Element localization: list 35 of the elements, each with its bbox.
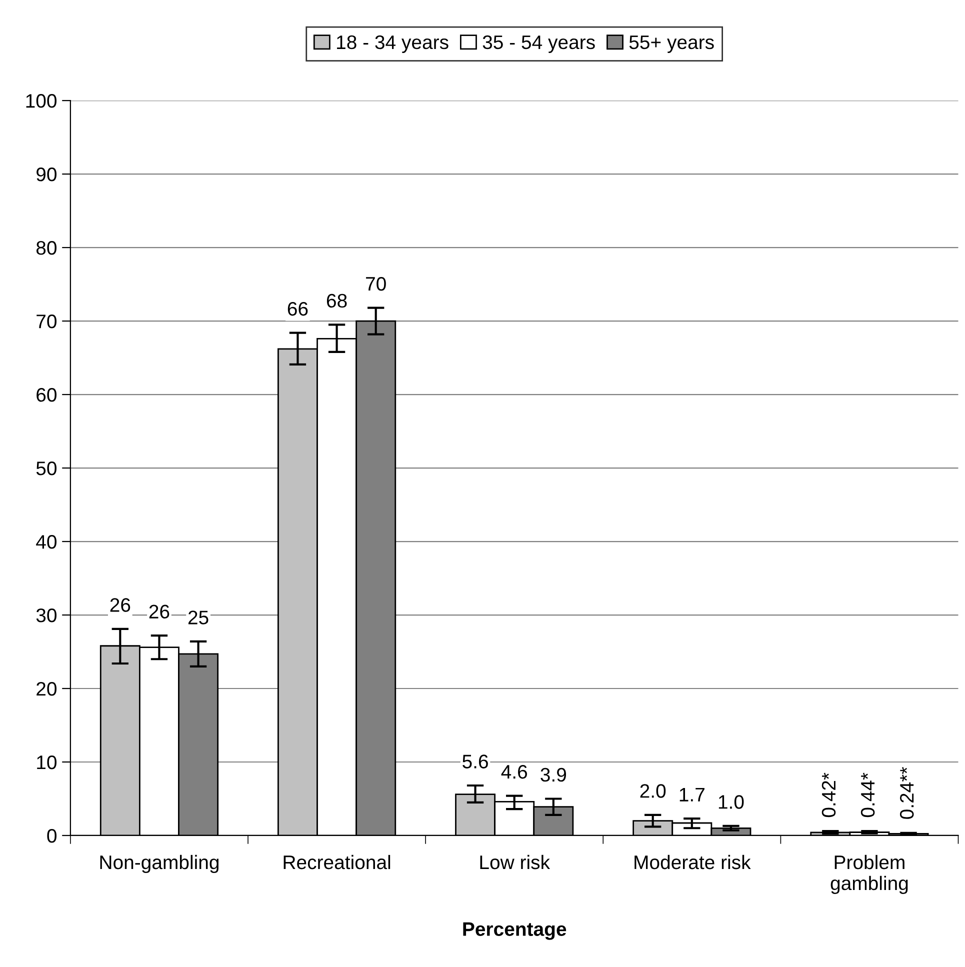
y-tick-label: 100	[26, 94, 56, 108]
data-label: 25	[188, 610, 208, 624]
x-tick-label: Problem gambling	[830, 854, 908, 894]
data-label: 3.9	[540, 768, 566, 782]
y-tick-label: 10	[37, 755, 56, 770]
data-label: 0.44*	[860, 772, 875, 818]
data-label: 66	[288, 302, 308, 316]
data-label: 0.42*	[822, 772, 836, 818]
data-label: 2.0	[640, 784, 666, 798]
data-label: 1.7	[680, 788, 704, 802]
y-tick-label: 90	[36, 168, 56, 182]
data-label: 4.6	[501, 764, 528, 779]
x-tick-label: Low risk	[480, 854, 550, 870]
y-tick-label: 30	[36, 608, 56, 622]
legend-label: 55+ years	[629, 36, 714, 53]
x-tick-label: Moderate risk	[634, 854, 751, 870]
data-label: 5.6	[462, 754, 488, 768]
y-tick-label: 20	[36, 682, 56, 696]
data-label: 26	[149, 604, 170, 619]
legend-label: 18 - 34 years	[337, 35, 448, 53]
data-label: 70	[366, 276, 386, 291]
x-axis-title: Percentage	[463, 922, 566, 940]
data-label: 0.24**	[900, 767, 914, 819]
y-tick-label: 50	[36, 461, 56, 476]
data-label: 68	[326, 294, 347, 308]
legend-label: 35 - 54 years	[482, 35, 595, 53]
y-tick-label: 80	[36, 241, 56, 255]
x-tick-label: Recreational	[284, 854, 390, 870]
x-tick-label: Non-gambling	[100, 854, 219, 874]
y-tick-label: 70	[36, 314, 56, 328]
y-tick-label: 40	[36, 534, 56, 549]
data-label: 26	[110, 598, 130, 612]
y-tick-label: 0	[47, 828, 56, 843]
y-tick-label: 60	[36, 388, 56, 402]
data-label: 1.0	[718, 795, 744, 809]
